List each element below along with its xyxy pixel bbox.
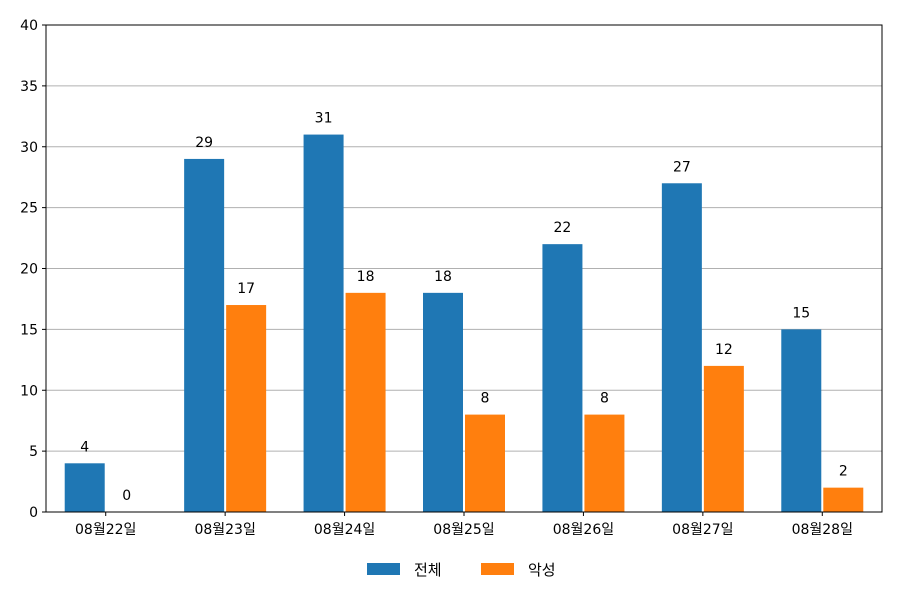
legend: 전체 악성 [367, 561, 556, 579]
data-label: 17 [237, 281, 255, 297]
bar-malicious [823, 487, 864, 512]
x-tick-label: 08월24일 [314, 522, 375, 538]
grid-lines [46, 85, 882, 452]
bar-total [64, 463, 105, 512]
bar-malicious [465, 414, 505, 512]
x-tick-label: 08월28일 [792, 522, 853, 538]
bar-malicious [226, 305, 267, 512]
y-tick-label: 10 [20, 383, 38, 399]
y-tick-label: 5 [29, 444, 38, 460]
bar-malicious [345, 292, 386, 512]
data-label: 8 [600, 391, 609, 407]
data-label: 22 [554, 220, 572, 236]
x-tick-label: 08월26일 [553, 522, 614, 538]
data-label: 4 [80, 439, 89, 455]
bar-total [303, 134, 344, 512]
y-tick-label: 20 [20, 262, 38, 278]
data-label: 15 [792, 305, 810, 321]
x-tick-label: 08월23일 [194, 522, 255, 538]
y-tick-label: 15 [20, 322, 38, 338]
legend-swatch [481, 563, 514, 575]
y-tick-label: 35 [20, 79, 38, 95]
data-label: 27 [673, 159, 691, 175]
data-label: 29 [195, 135, 213, 151]
data-labels: 4 0 29 17 31 18 18 8 22 8 27 12 15 2 [80, 111, 847, 504]
data-label: 31 [315, 111, 333, 127]
bar-total [661, 183, 702, 512]
y-tick-label: 30 [20, 140, 38, 156]
y-axis: 0 5 10 15 20 25 30 35 40 [20, 18, 46, 521]
data-label: 18 [357, 269, 375, 285]
bar-total [184, 158, 225, 513]
data-label: 0 [122, 488, 131, 504]
bar-total [542, 244, 583, 512]
y-tick-label: 0 [29, 505, 38, 521]
bar-total [781, 329, 822, 512]
x-tick-label: 08월25일 [433, 522, 494, 538]
bar-malicious [584, 414, 625, 512]
data-label: 2 [839, 464, 848, 480]
data-label: 8 [481, 391, 490, 407]
legend-label: 전체 [414, 561, 442, 579]
data-label: 18 [434, 269, 452, 285]
legend-label: 악성 [528, 561, 556, 579]
data-label: 12 [715, 342, 733, 358]
y-tick-label: 40 [20, 18, 38, 34]
legend-swatch [367, 563, 400, 575]
x-tick-label: 08월22일 [75, 522, 136, 538]
x-axis: 08월22일 08월23일 08월24일 08월25일 08월26일 08월27일 08월2… [75, 512, 853, 538]
bar-malicious [703, 365, 744, 512]
bars [64, 134, 864, 513]
y-tick-label: 25 [20, 201, 38, 217]
bar-total [423, 292, 463, 512]
x-tick-label: 08월27일 [672, 522, 733, 538]
